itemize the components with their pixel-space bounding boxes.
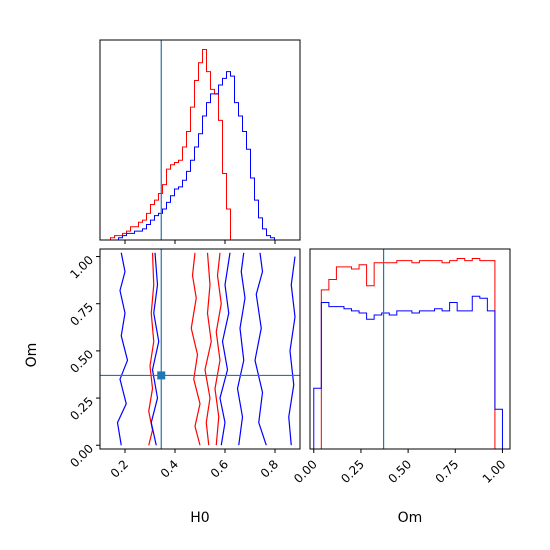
contour-red-3 [214,252,222,446]
contour-blue-1 [150,252,160,446]
h0-histogram-ticks [124,240,276,244]
contour-blue-5 [288,256,296,446]
contour-blue-3 [236,252,246,446]
om-histogram-blue [313,295,503,449]
h0-histogram-panel [99,39,301,244]
h0-histogram-blue [102,71,295,241]
om-histogram-series [313,258,503,450]
om-histogram-red [313,258,503,450]
truth-crosshair [100,249,300,449]
x-axis-label-h0: H0 [190,510,209,526]
contour-red-2 [204,252,212,446]
x-axis-label-om: Om [398,510,423,526]
contour-red-1 [190,252,201,446]
truth-marker [157,371,166,380]
om-histogram-frame [309,248,511,450]
contour-frame [99,248,301,450]
contour-blue-4 [254,252,267,446]
contour-blue-2 [219,252,231,446]
contour-blue-0 [116,252,129,446]
h0-histogram-frame [99,39,301,241]
y-axis-label-om: Om [24,343,40,368]
contour-lines [116,252,296,446]
